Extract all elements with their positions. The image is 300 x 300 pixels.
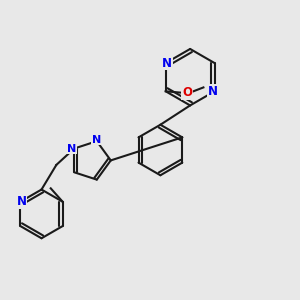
Text: N: N bbox=[162, 57, 172, 70]
Text: N: N bbox=[208, 85, 218, 98]
Text: O: O bbox=[182, 86, 192, 99]
Text: N: N bbox=[92, 135, 101, 145]
Text: N: N bbox=[67, 143, 76, 154]
Text: N: N bbox=[16, 195, 27, 208]
